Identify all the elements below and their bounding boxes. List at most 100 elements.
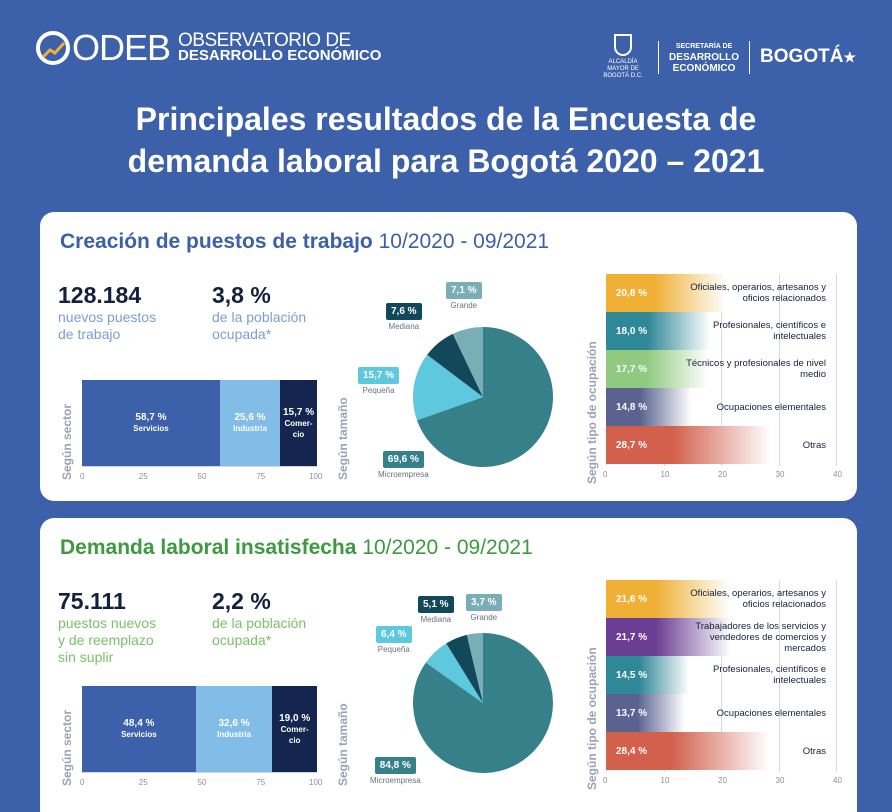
alcaldia-text: ALCALDÍA MAYOR DE BOGOTÁ D.C. [603, 59, 643, 79]
sector-segment-industria: 25,6 % Industria [219, 380, 281, 466]
occupation-row: 17,7 % Técnicos y profesionales de nivel … [606, 350, 836, 388]
sector-tick-label: 0 [80, 472, 85, 481]
occupation-row: 21,6 % Oficiales, operarios, artesanos y … [606, 580, 836, 618]
occupation-value-label: 13,7 % [616, 707, 648, 719]
occupation-category-label: Trabajadores de los servicios y vendedor… [695, 620, 826, 654]
occupation-value-label: 28,4 % [616, 745, 648, 757]
section-title-main: Demanda laboral insatisfecha [60, 536, 357, 559]
sector-tick-label: 25 [138, 472, 148, 481]
share-value: 3,8 % [212, 282, 271, 308]
logo-line-2: DESARROLLO ECONÓMICO [178, 47, 382, 64]
sector-tick-label: 75 [256, 778, 266, 787]
card-creacion: Creación de puestos de trabajo 10/2020 -… [40, 212, 857, 501]
pie-category-label: Mediana [388, 322, 420, 331]
share-description: de la población ocupada* [212, 615, 306, 649]
pie-value-label: 5,1 % [418, 596, 454, 613]
occupation-row: 14,5 % Profesionales, científicos e intel… [606, 656, 836, 694]
occupation-tick-label: 10 [660, 776, 670, 785]
pie-category-label: Pequeña [377, 645, 410, 654]
headline-value: 75.111 [58, 588, 126, 614]
sector-tick-label: 25 [138, 778, 148, 787]
headline-description: nuevos puestos de trabajo [58, 309, 156, 343]
sec-line-1: SECRETARÍA DE [675, 42, 733, 50]
section-title: Creación de puestos de trabajo 10/2020 -… [60, 230, 549, 254]
sector-tick-label: 75 [256, 472, 266, 481]
occupation-tick-label: 30 [775, 776, 785, 785]
pie-value-label: 6,4 % [376, 626, 412, 643]
occupation-category-label: Oficiales, operarios, artesanos y oficio… [690, 588, 826, 610]
occupation-category-label: Profesionales, científicos e intelectual… [712, 664, 826, 686]
pie-slice-grande [452, 327, 483, 397]
occupation-category-label: Otras [802, 439, 826, 451]
page-title-line-2: demanda laboral para Bogotá 2020 – 2021 [127, 143, 765, 179]
pie-label-pequena: 6,4 % Pequeña [376, 624, 412, 654]
occupation-value-label: 21,6 % [616, 593, 648, 605]
occupation-value-label: 14,5 % [616, 669, 648, 681]
sector-segment-industria: 32,6 % Industria [195, 686, 273, 772]
pie-label-microempresa: 69,6 % Microempresa [378, 449, 429, 479]
sector-stacked-bar: 58,7 % Servicios 25,6 % Industria 15,7 % Come… [82, 380, 317, 466]
occupation-gridline [721, 274, 722, 466]
pie-value-label: 15,7 % [358, 367, 400, 384]
sector-segment-servicios: 48,4 % Servicios [82, 686, 196, 772]
occupation-bar [606, 580, 731, 618]
headline-desc-1: puestos nuevos [58, 615, 157, 631]
sector-axis-line [82, 466, 317, 467]
sector-category-label: Comer-cio [280, 724, 309, 745]
pie-category-label: Pequeña [362, 386, 395, 395]
sector-category-label: Industria [217, 730, 251, 739]
chart-growth-icon [36, 31, 70, 65]
occupation-gridline [778, 274, 780, 466]
occupation-axis-label: Según tipo de ocupación [585, 647, 599, 790]
size-pie-chart [413, 633, 553, 773]
pie-slice-pequena [413, 354, 483, 421]
sector-tick-label: 0 [80, 778, 85, 787]
sector-axis-label: Según sector [60, 709, 74, 786]
share-desc-1: de la población [212, 615, 307, 631]
sector-category-label: Servicios [133, 424, 169, 433]
shield-icon [614, 34, 633, 56]
occupation-bar [606, 388, 692, 426]
occupation-bar [606, 274, 726, 312]
pie-label-mediana: 5,1 % Mediana [418, 594, 454, 624]
occupation-category-label: Técnicos y profesionales de nivel medio [686, 358, 826, 380]
sector-segment-comercio: 15,7 % Comer-cio [280, 380, 317, 466]
occupation-row: 21,7 % Trabajadores de los servicios y ve… [606, 618, 836, 656]
occupation-value-label: 20,8 % [616, 287, 648, 299]
logo-letters: ODEB [72, 27, 171, 68]
occupation-tick-label: 30 [775, 470, 785, 479]
sector-value-label: 58,7 % [135, 412, 167, 423]
occupation-bar [606, 426, 772, 464]
sector-value-label: 19,0 % [279, 712, 311, 724]
occupation-row: 28,7 % Otras [606, 426, 836, 464]
share-desc-2: ocupada* [212, 326, 272, 342]
section-period: 10/2020 - 09/2021 [378, 230, 550, 253]
pie-slice-microempresa [416, 327, 553, 467]
headline-value: 128.184 [58, 282, 142, 308]
logo-line-1: OBSERVATORIO DE [178, 30, 351, 51]
pie-label-grande: 7,1 % Grande [446, 280, 482, 310]
pie-category-label: Grande [450, 301, 478, 310]
sector-segment-servicios: 58,7 % Servicios [82, 380, 220, 466]
star-icon: ★ [843, 49, 856, 65]
pie-value-label: 3,7 % [466, 594, 502, 611]
occupation-gridline [778, 580, 780, 772]
sector-category-label: Servicios [121, 730, 157, 739]
sector-segment-comercio: 19,0 % Comer-cio [272, 686, 317, 772]
occupation-gridline [836, 274, 837, 466]
occupation-value-label: 21,7 % [616, 631, 648, 643]
occupation-tick-label: 40 [833, 470, 842, 479]
pie-slice-mediana [446, 634, 483, 703]
sector-value-label: 32,6 % [218, 718, 250, 729]
occupation-category-label: Otras [802, 745, 826, 757]
section-title: Demanda laboral insatisfecha 10/2020 - 0… [60, 536, 533, 560]
sector-value-label: 25,6 % [234, 412, 266, 423]
occupation-tick-label: 40 [833, 776, 842, 785]
headline-desc-3: sin suplir [58, 649, 114, 665]
pie-category-label: Microempresa [378, 470, 429, 479]
occupation-row: 20,8 % Oficiales, operarios, artesanos y … [606, 274, 836, 312]
occupation-tick-label: 0 [603, 470, 608, 479]
occupation-row: 18,0 % Profesionales, científicos e intel… [606, 312, 836, 350]
sector-tick-label: 50 [197, 472, 207, 481]
page-title: Principales resultados de la Encuesta de… [0, 98, 892, 182]
